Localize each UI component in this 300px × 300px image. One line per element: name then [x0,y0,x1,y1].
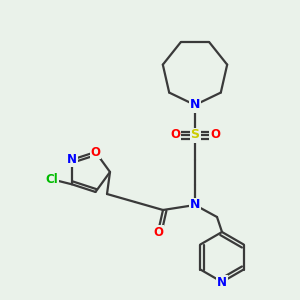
Text: Cl: Cl [46,173,59,186]
Text: S: S [190,128,200,142]
Text: N: N [190,98,200,112]
Text: O: O [91,146,100,158]
Text: N: N [190,199,200,212]
Text: N: N [217,275,227,289]
Text: O: O [210,128,220,142]
Text: N: N [67,153,77,166]
Text: O: O [153,226,163,238]
Text: O: O [170,128,180,142]
